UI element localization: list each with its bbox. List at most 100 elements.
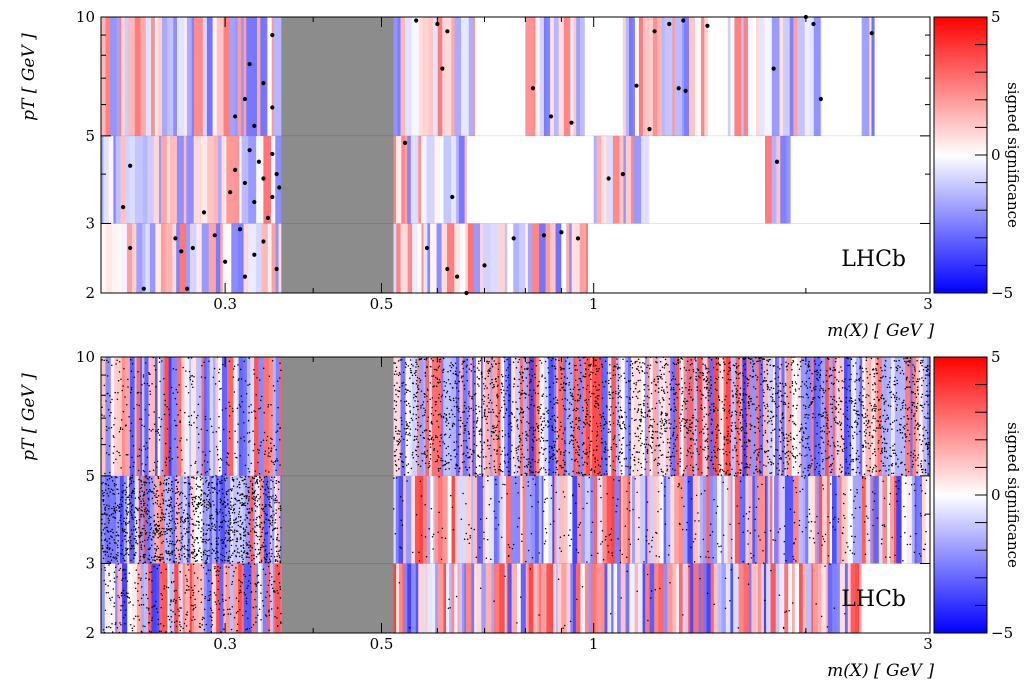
candidate-point [598,478,601,480]
significance-stripe [273,563,276,633]
candidate-point [216,448,219,451]
candidate-point [636,360,638,363]
candidate-point [200,504,203,506]
candidate-point [194,539,196,541]
candidate-point [153,514,156,517]
candidate-point [256,448,259,451]
candidate-point [192,537,194,539]
candidate-point [279,362,281,365]
candidate-point [910,451,912,453]
candidate-point [255,606,257,608]
candidate-point [492,386,494,389]
candidate-point [208,527,210,530]
candidate-point [200,428,203,430]
significance-stripe [404,563,408,633]
candidate-point [490,430,493,433]
candidate-point [256,524,259,527]
candidate-point [681,390,684,393]
candidate-point [241,401,243,403]
candidate-point [269,572,271,575]
candidate-point [666,427,668,429]
significance-stripe [814,475,818,564]
candidate-point [607,551,610,553]
candidate-point [638,451,640,454]
significance-stripe [615,563,618,633]
candidate-point [175,602,177,604]
significance-stripe [870,475,874,564]
candidate-point [543,501,546,503]
candidate-point [134,516,136,519]
candidate-point [227,490,229,492]
significance-stripe [271,475,275,564]
candidate-point [246,628,249,630]
significance-stripe [208,223,217,293]
candidate-point [171,457,174,460]
candidate-point [221,538,224,541]
candidate-point [188,493,190,496]
candidate-point [228,556,230,558]
candidate-point [568,451,571,454]
candidate-point [179,624,181,626]
candidate-point [569,529,571,531]
candidate-point [744,363,746,365]
candidate-point [167,545,170,547]
candidate-point [577,420,580,422]
candidate-point [609,424,612,426]
candidate-point [684,403,687,405]
candidate-point [273,486,276,489]
significance-stripe [151,17,156,136]
candidate-point [122,569,124,572]
candidate-point [107,531,110,533]
candidate-point [667,21,672,27]
candidate-point [587,491,589,493]
significance-stripe [245,475,251,564]
candidate-point [257,574,260,576]
candidate-point [229,613,232,615]
candidate-point [248,556,250,559]
candidate-point [244,476,247,478]
candidate-point [431,375,433,377]
candidate-point [165,568,167,571]
candidate-point [806,387,809,389]
candidate-point [801,488,804,490]
candidate-point [551,407,554,409]
candidate-point [151,606,153,609]
candidate-point [814,468,816,471]
candidate-point [573,386,576,388]
candidate-point [483,531,485,533]
candidate-point [244,502,246,504]
candidate-point [214,488,216,490]
candidate-point [134,582,136,584]
candidate-point [271,576,273,578]
significance-stripe [649,563,655,633]
candidate-point [257,461,259,464]
significance-stripe [207,135,215,224]
candidate-point [233,531,236,533]
candidate-point [203,460,206,462]
candidate-point [230,628,233,631]
significance-stripe [273,17,282,136]
candidate-point [202,534,205,536]
candidate-point [215,510,217,513]
significance-stripe [914,475,918,564]
significance-stripe [742,357,747,476]
significance-stripe [812,563,819,633]
significance-stripe [607,357,612,476]
candidate-point [209,515,211,517]
candidate-point [111,528,113,531]
significance-stripe [563,17,571,136]
candidate-point [643,561,645,563]
significance-stripe [405,357,410,476]
candidate-point [263,556,266,559]
candidate-point [107,487,110,490]
significance-stripe [652,475,657,564]
candidate-point [147,539,149,541]
candidate-point [515,482,517,485]
candidate-point [179,558,181,560]
significance-stripe [246,563,252,633]
candidate-point [697,512,699,514]
candidate-point [602,558,605,561]
candidate-point [156,525,159,527]
significance-stripe [570,563,574,633]
significance-stripe [596,357,602,476]
